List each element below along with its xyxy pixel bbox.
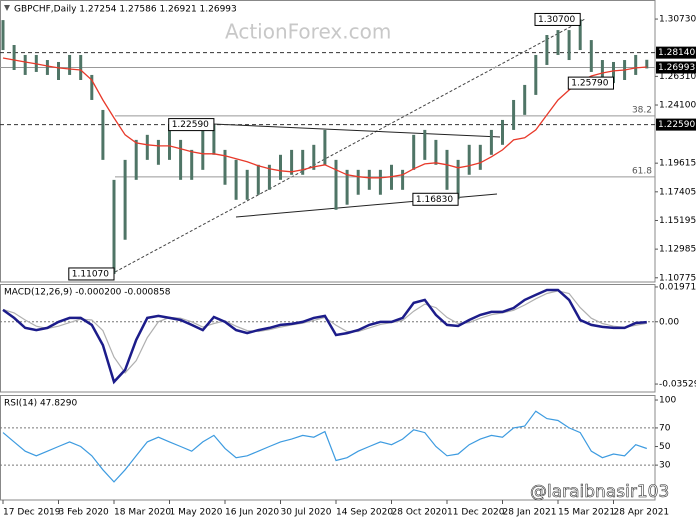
overlay-handle: @laraibnasir103	[530, 482, 669, 502]
macd-panel	[0, 284, 656, 393]
symbol-icon	[4, 5, 10, 11]
trend-line	[114, 18, 586, 273]
x-tick-label: 15 Mar 2021	[558, 508, 615, 518]
x-tick-label: 3 Feb 2020	[59, 508, 110, 518]
panel-title: MACD(12,26,9) -0.000200 -0.000858	[4, 288, 171, 298]
level-box	[656, 118, 696, 131]
x-tick-label: 11 Dec 2020	[447, 508, 505, 518]
annotation-label: 1.16830	[416, 195, 453, 205]
annotation-box	[534, 12, 581, 26]
x-tick-label: 28 Oct 2020	[392, 508, 448, 518]
y-tick-label: 100	[659, 396, 676, 406]
annotation-label: 1.30700	[538, 15, 575, 25]
x-tick-label: 14 Sep 2020	[336, 508, 393, 518]
y-tick-label: 1.17405	[659, 187, 696, 197]
annotation-box	[68, 267, 115, 281]
y-tick-label: 1.19615	[659, 159, 696, 169]
annotation-box	[412, 192, 459, 206]
y-tick-label: 50	[659, 442, 671, 452]
y-tick-label: 0.00	[659, 317, 679, 327]
price-panel	[0, 0, 656, 283]
level-label: 1.28140	[658, 48, 695, 58]
level-label: 1.22590	[658, 120, 695, 130]
x-tick-label: 28 Apr 2021	[614, 508, 670, 518]
triangle-upper	[212, 123, 501, 138]
macd-line	[2, 288, 647, 385]
level-box	[656, 61, 696, 74]
x-tick-label: 16 Jun 2020	[225, 508, 279, 518]
y-tick-label: 70	[659, 423, 671, 433]
y-tick-label: 0.019718	[659, 282, 696, 292]
annotation-label: 1.11070	[72, 269, 109, 279]
chart-title: GBPCHF,Daily 1.27254 1.27586 1.26921 1.2…	[14, 5, 237, 15]
level-label: 1.26993	[658, 63, 695, 73]
fib-label: 61.8	[632, 166, 652, 176]
y-tick-label: 1.26310	[659, 72, 696, 82]
annotation-label: 1.22590	[172, 120, 209, 130]
moving-average	[2, 57, 647, 179]
y-tick-label: 1.30730	[659, 15, 696, 25]
level-box	[656, 46, 696, 59]
x-tick-label: 18 Mar 2020	[114, 508, 171, 518]
x-tick-label: 17 Dec 2019	[3, 508, 61, 518]
annotation-label: 1.25790	[571, 79, 608, 89]
y-tick-label: 1.15195	[659, 216, 696, 226]
annotation-box	[567, 76, 614, 90]
y-tick-label: 1.12985	[659, 245, 696, 255]
x-tick-label: 30 Jul 2020	[281, 508, 332, 518]
x-tick-label: 28 Jan 2021	[503, 508, 557, 518]
watermark: ActionForex.com	[225, 20, 391, 44]
panel-title: RSI(14) 47.8290	[4, 399, 77, 409]
y-tick-label: 1.24100	[659, 101, 696, 111]
y-tick-label: -0.035295	[659, 380, 696, 390]
rsi-panel	[0, 395, 656, 501]
rsi-line	[2, 410, 647, 483]
y-tick-label: 30	[659, 461, 671, 471]
y-tick-label: 1.10775	[659, 273, 696, 283]
fib-label: 38.2	[632, 105, 652, 115]
x-tick-label: 1 May 2020	[170, 508, 223, 518]
annotation-box	[168, 118, 215, 132]
